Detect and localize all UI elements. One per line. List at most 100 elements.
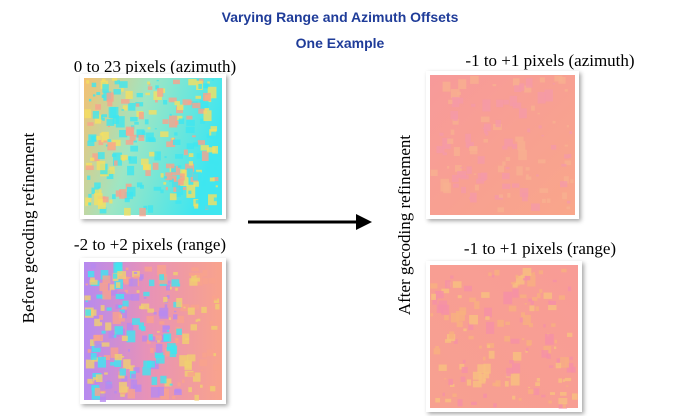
speckle: [170, 193, 177, 200]
speckle: [90, 280, 98, 285]
speckle: [554, 346, 556, 349]
speckle: [149, 334, 153, 340]
speckle: [511, 339, 520, 344]
speckle: [156, 355, 165, 363]
speckle: [129, 279, 138, 287]
speckle: [519, 398, 522, 401]
speckle: [179, 119, 184, 124]
speckle: [157, 265, 166, 275]
speckle: [109, 200, 112, 204]
speckle: [100, 133, 103, 136]
speckle: [108, 126, 110, 127]
speckle: [193, 172, 201, 181]
side-label: After gecoding refinement: [395, 135, 414, 316]
speckle: [163, 297, 167, 302]
subtitle: One Example: [296, 35, 385, 51]
speckle: [539, 289, 542, 293]
speckle: [121, 88, 124, 91]
speckle: [499, 194, 503, 198]
speckle: [118, 305, 122, 308]
speckle: [172, 138, 174, 140]
speckle: [178, 179, 184, 185]
speckle: [553, 121, 556, 124]
speckle: [139, 208, 146, 216]
speckle: [532, 297, 537, 301]
speckle: [86, 80, 89, 83]
speckle: [115, 354, 123, 360]
speckle: [173, 272, 178, 275]
speckle: [538, 92, 546, 104]
speckle: [113, 274, 117, 279]
speckle: [116, 116, 125, 127]
speckle: [526, 340, 531, 345]
speckle: [519, 83, 524, 90]
speckle: [545, 334, 554, 345]
speckle: [142, 367, 150, 375]
speckle: [463, 328, 466, 331]
speckle: [125, 198, 130, 202]
speckle: [517, 141, 525, 150]
speckle: [154, 187, 162, 191]
speckle: [103, 140, 107, 142]
speckle: [518, 150, 527, 160]
speckle: [435, 346, 439, 348]
speckle: [114, 160, 118, 165]
speckle: [451, 130, 455, 135]
speckle: [134, 272, 137, 274]
speckle: [502, 161, 505, 165]
speckle: [131, 374, 136, 378]
speckle: [502, 184, 510, 189]
speckle: [213, 353, 216, 356]
speckle: [91, 264, 95, 269]
speckle: [173, 140, 181, 145]
speckle: [565, 378, 571, 381]
speckle: [562, 192, 567, 199]
speckle: [448, 379, 453, 385]
speckle: [526, 176, 532, 179]
speckle: [177, 105, 183, 110]
speckle: [177, 316, 184, 323]
speckle: [210, 178, 215, 182]
speckle: [439, 365, 447, 371]
speckle: [515, 275, 518, 279]
speckle: [561, 164, 566, 167]
speckle: [125, 91, 132, 99]
speckle: [201, 370, 204, 371]
speckle: [175, 338, 179, 343]
speckle: [464, 286, 472, 291]
speckle: [110, 362, 115, 366]
speckle: [88, 271, 94, 277]
speckle: [182, 379, 185, 383]
speckle: [134, 122, 138, 125]
speckle: [474, 174, 476, 175]
speckle: [176, 298, 182, 307]
speckle: [98, 357, 106, 368]
speckle: [163, 182, 166, 185]
speckle: [161, 173, 164, 177]
speckle: [483, 139, 488, 143]
speckle: [85, 309, 91, 315]
speckle: [541, 395, 545, 398]
speckle: [493, 403, 496, 407]
speckle: [197, 273, 201, 278]
speckle: [86, 300, 88, 302]
speckle: [88, 202, 91, 205]
speckle: [176, 329, 182, 335]
speckle: [488, 272, 491, 275]
speckle: [88, 134, 96, 141]
speckle: [512, 183, 519, 187]
speckle: [126, 127, 134, 136]
speckle: [173, 314, 177, 319]
speckle: [496, 380, 501, 386]
speckle: [450, 276, 453, 279]
speckle: [160, 376, 166, 384]
speckle: [219, 186, 221, 188]
speckle: [498, 166, 504, 173]
speckle: [164, 156, 166, 158]
speckle: [189, 161, 193, 165]
speckle: [206, 168, 210, 171]
speckle: [452, 97, 459, 107]
speckle: [443, 82, 451, 92]
speckle: [448, 100, 452, 104]
figure: Varying Range and Azimuth Offsets One Ex…: [0, 0, 679, 416]
